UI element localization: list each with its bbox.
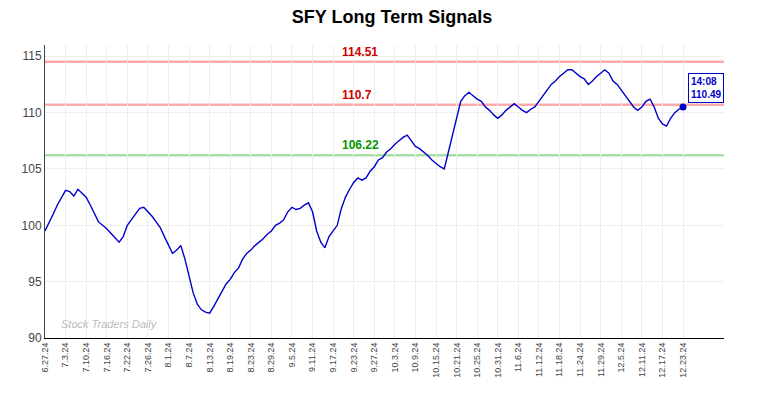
- svg-text:6.27.24: 6.27.24: [40, 343, 50, 373]
- svg-text:8.23.24: 8.23.24: [246, 343, 256, 373]
- svg-text:8.7.24: 8.7.24: [184, 343, 194, 368]
- svg-text:9.5.24: 9.5.24: [287, 343, 297, 368]
- svg-text:10.25.24: 10.25.24: [472, 343, 482, 378]
- svg-text:14:08110.49: 14:08110.49: [691, 76, 721, 100]
- svg-text:95: 95: [28, 275, 42, 289]
- svg-text:9.11.24: 9.11.24: [307, 343, 317, 372]
- svg-text:10.15.24: 10.15.24: [431, 343, 441, 378]
- svg-text:110.7: 110.7: [342, 88, 372, 102]
- svg-text:90: 90: [28, 331, 42, 345]
- svg-text:11.29.24: 11.29.24: [596, 343, 606, 377]
- svg-text:12.11.24: 12.11.24: [637, 343, 647, 377]
- svg-text:10.9.24: 10.9.24: [410, 343, 420, 373]
- svg-text:SFY Long Term Signals: SFY Long Term Signals: [292, 7, 492, 27]
- svg-text:106.22: 106.22: [342, 138, 379, 152]
- svg-text:10.3.24: 10.3.24: [390, 343, 400, 373]
- svg-text:110: 110: [22, 106, 41, 120]
- svg-text:100: 100: [22, 219, 42, 233]
- svg-text:8.29.24: 8.29.24: [266, 343, 276, 373]
- svg-text:12.17.24: 12.17.24: [657, 343, 667, 378]
- svg-text:8.13.24: 8.13.24: [205, 343, 215, 373]
- svg-text:9.23.24: 9.23.24: [349, 343, 359, 373]
- svg-text:11.24.24: 11.24.24: [575, 343, 585, 377]
- svg-text:9.17.24: 9.17.24: [328, 343, 338, 373]
- svg-text:8.19.24: 8.19.24: [225, 343, 235, 373]
- svg-text:7.3.24: 7.3.24: [61, 343, 71, 368]
- svg-text:12.5.24: 12.5.24: [616, 343, 626, 373]
- svg-text:8.1.24: 8.1.24: [163, 343, 173, 368]
- svg-text:Stock Traders Daily: Stock Traders Daily: [61, 318, 158, 330]
- svg-text:11.18.24: 11.18.24: [554, 343, 564, 377]
- svg-text:114.51: 114.51: [342, 45, 378, 59]
- svg-text:7.22.24: 7.22.24: [122, 343, 132, 373]
- svg-text:12.23.24: 12.23.24: [678, 343, 688, 378]
- svg-text:10.21.24: 10.21.24: [452, 343, 462, 378]
- svg-text:7.16.24: 7.16.24: [102, 343, 112, 373]
- svg-text:7.10.24: 7.10.24: [81, 343, 91, 373]
- svg-text:11.12.24: 11.12.24: [534, 343, 544, 377]
- svg-text:115: 115: [22, 49, 41, 63]
- svg-text:9.27.24: 9.27.24: [369, 343, 379, 373]
- svg-text:105: 105: [22, 162, 42, 176]
- svg-text:11.6.24: 11.6.24: [513, 343, 523, 372]
- svg-text:10.31.24: 10.31.24: [493, 343, 503, 378]
- svg-text:7.26.24: 7.26.24: [143, 343, 153, 373]
